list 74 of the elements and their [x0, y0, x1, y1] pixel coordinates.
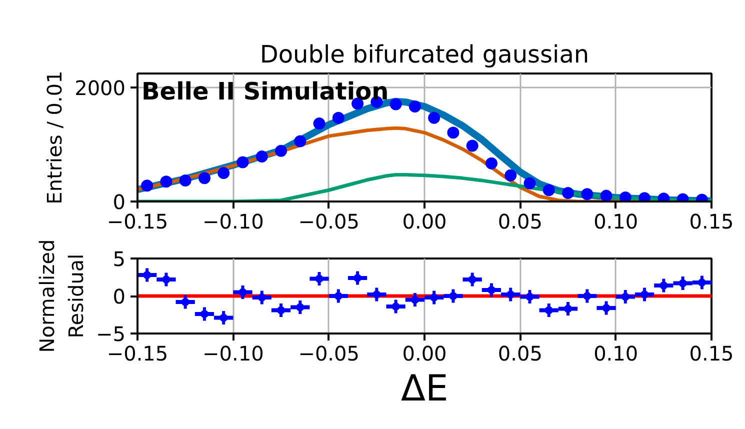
y-axis-title: Normalized Residual — [35, 239, 88, 353]
point — [141, 180, 154, 192]
point — [408, 100, 421, 112]
point — [410, 296, 419, 304]
x-tick-label: 0.00 — [402, 210, 447, 234]
x-axis-title: ΔE — [400, 368, 448, 410]
point — [315, 274, 324, 283]
point — [258, 294, 266, 302]
point — [640, 290, 649, 298]
point — [506, 290, 515, 298]
point — [621, 292, 630, 301]
point — [660, 282, 668, 290]
point — [275, 144, 287, 157]
x-tick-label: 0.10 — [594, 342, 638, 366]
point — [698, 278, 706, 286]
point — [468, 276, 476, 284]
y-tick-label: 5 — [112, 247, 126, 271]
point — [390, 98, 402, 110]
x-tick-label: −0.05 — [298, 210, 360, 234]
point — [332, 112, 344, 124]
x-tick-label: 0.05 — [498, 210, 542, 234]
point — [428, 112, 440, 124]
point — [160, 176, 172, 188]
x-tick-label: 0.05 — [498, 342, 542, 366]
point — [524, 177, 536, 190]
point — [583, 292, 592, 300]
point — [600, 190, 612, 202]
point — [526, 292, 534, 301]
x-tick-label: 0.15 — [689, 342, 734, 366]
point — [218, 167, 230, 180]
point — [238, 288, 247, 296]
point — [334, 292, 342, 300]
point — [544, 306, 553, 314]
point — [296, 303, 304, 312]
point — [504, 169, 517, 182]
point — [485, 157, 498, 170]
x-tick-label: 0.00 — [402, 342, 447, 366]
point — [581, 188, 594, 200]
x-tick-label: −0.10 — [202, 210, 264, 234]
point — [619, 192, 632, 202]
y-axis-title: Entries / 0.01 — [42, 70, 67, 204]
point — [313, 118, 326, 130]
point — [162, 276, 170, 284]
point — [181, 298, 190, 306]
point — [236, 156, 249, 168]
point — [466, 140, 478, 152]
point — [372, 290, 381, 298]
y-tick-label: 0 — [112, 284, 126, 308]
point — [220, 314, 228, 322]
x-tick-label: 0.15 — [689, 210, 734, 234]
point — [277, 306, 285, 314]
y-tick-label: 2000 — [74, 76, 126, 100]
point — [143, 271, 152, 279]
point — [392, 302, 400, 310]
point — [602, 304, 610, 312]
point — [256, 150, 268, 163]
point — [562, 186, 574, 199]
point — [487, 286, 496, 294]
point — [179, 174, 192, 186]
point — [198, 172, 210, 184]
point — [678, 279, 687, 288]
x-tick-label: 0.10 — [594, 210, 638, 234]
annotation: Belle II Simulation — [142, 78, 389, 106]
x-tick-label: −0.10 — [202, 342, 264, 366]
point — [354, 274, 362, 282]
point — [447, 126, 460, 139]
point — [449, 292, 458, 300]
point — [542, 184, 555, 196]
point — [564, 304, 572, 313]
point — [200, 310, 208, 318]
x-tick-label: −0.05 — [298, 342, 360, 366]
point — [430, 294, 438, 302]
point — [294, 135, 306, 148]
chart-title: Double bifurcated gaussian — [260, 40, 590, 68]
